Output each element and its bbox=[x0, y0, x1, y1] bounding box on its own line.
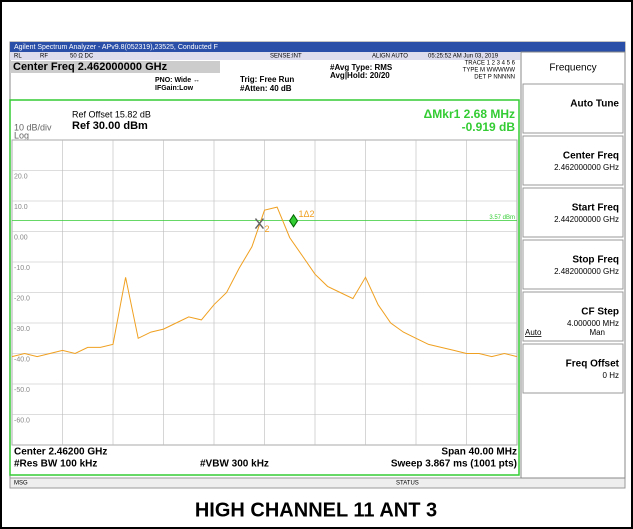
y-tick-label: 20.0 bbox=[14, 173, 28, 180]
plot-frame bbox=[9, 99, 520, 476]
softkey-label: Start Freq bbox=[572, 203, 619, 214]
ref-level: Ref 30.00 dBm bbox=[72, 120, 148, 132]
trace-info: TRACE 1 2 3 4 5 6 bbox=[465, 61, 516, 67]
y-tick-label: -40.0 bbox=[14, 356, 30, 363]
softkey-label: Freq Offset bbox=[566, 359, 620, 370]
trace-info: DET P NNNNN bbox=[474, 75, 515, 81]
footer: Span 40.00 MHz bbox=[441, 447, 517, 458]
setting: IFGain:Low bbox=[155, 85, 194, 92]
status-bar bbox=[9, 477, 626, 489]
footer: #Res BW 100 kHz bbox=[14, 459, 97, 470]
softkey[interactable] bbox=[522, 135, 624, 186]
center-freq: Center Freq 2.462000000 GHz bbox=[13, 61, 168, 73]
display-line-label: 3.57 dBm bbox=[489, 215, 515, 221]
title-bar bbox=[10, 42, 625, 52]
y-tick-label: -60.0 bbox=[14, 417, 30, 424]
setting: Trig: Free Run bbox=[240, 75, 294, 84]
softkey-label: CF Step bbox=[581, 307, 619, 318]
log: Log bbox=[14, 130, 29, 140]
marker-label: 2 bbox=[264, 224, 269, 234]
footer: Sweep 3.867 ms (1001 pts) bbox=[391, 459, 517, 470]
softkey[interactable] bbox=[522, 343, 624, 394]
status: 05:25:52 AM Jun 03, 2019 bbox=[428, 54, 499, 60]
softkey[interactable] bbox=[522, 83, 624, 134]
marker bbox=[254, 218, 265, 230]
softkey[interactable] bbox=[522, 187, 624, 238]
window-title: Agilent Spectrum Analyzer - APv9.8(05231… bbox=[14, 44, 218, 51]
marker bbox=[288, 213, 299, 228]
softkey-value: 2.482000000 GHz bbox=[554, 267, 619, 276]
ref-offset: Ref Offset 15.82 dB bbox=[72, 109, 151, 119]
status: 50 Ω DC bbox=[70, 54, 94, 60]
softkey-value: 2.462000000 GHz bbox=[554, 163, 619, 172]
setting: Avg|Hold: 20/20 bbox=[330, 71, 390, 80]
softkey-label: Center Freq bbox=[563, 151, 619, 162]
softkey-label: Auto Tune bbox=[570, 99, 619, 110]
softkey-value: 2.442000000 GHz bbox=[554, 215, 619, 224]
y-tick-label: -20.0 bbox=[14, 295, 30, 302]
status: SENSE:INT bbox=[270, 54, 302, 60]
status: RF bbox=[40, 54, 48, 60]
caption: HIGH CHANNEL 11 ANT 3 bbox=[195, 499, 437, 521]
softkey[interactable] bbox=[522, 239, 624, 290]
setting: #Avg Type: RMS bbox=[330, 63, 393, 72]
footer: Center 2.46200 GHz bbox=[14, 447, 107, 458]
status-row bbox=[10, 52, 520, 60]
y-tick-label: -50.0 bbox=[14, 387, 30, 394]
softkey-option: Man bbox=[589, 328, 605, 337]
softkey-value: 0 Hz bbox=[603, 371, 619, 380]
softkey[interactable] bbox=[522, 291, 624, 342]
center-freq-box bbox=[10, 61, 220, 73]
y-tick-label: 10.0 bbox=[14, 204, 28, 211]
status-row-texts: RL RF 50 Ω DC SENSE:INT ALIGN AUTO 05:25… bbox=[14, 54, 499, 60]
scale: 10 dB/div bbox=[14, 122, 52, 132]
setting: #Atten: 40 dB bbox=[240, 84, 292, 93]
marker-label: 1Δ2 bbox=[299, 209, 315, 219]
marker-value: -0.919 dB bbox=[462, 120, 516, 134]
setting: PNO: Wide ↔ bbox=[155, 77, 200, 84]
softkey-value: 4.000000 MHz bbox=[567, 319, 619, 328]
softkey-label: Stop Freq bbox=[572, 255, 619, 266]
status: RL bbox=[14, 54, 22, 60]
trace bbox=[11, 206, 518, 358]
footer: #VBW 300 kHz bbox=[200, 459, 269, 470]
status: STATUS bbox=[396, 481, 419, 487]
softkey-header: Frequency bbox=[549, 63, 596, 74]
msg: MSG bbox=[14, 481, 28, 487]
y-tick-label: -30.0 bbox=[14, 326, 30, 333]
marker-delta: ΔMkr1 2.68 MHz bbox=[424, 107, 515, 121]
trace-info: TYPE M WWWWW bbox=[463, 68, 516, 74]
status: ALIGN AUTO bbox=[372, 54, 408, 60]
softkey-option: Auto bbox=[525, 328, 542, 337]
y-tick-label: -10.0 bbox=[14, 265, 30, 272]
y-tick-label: 0.00 bbox=[14, 234, 28, 241]
